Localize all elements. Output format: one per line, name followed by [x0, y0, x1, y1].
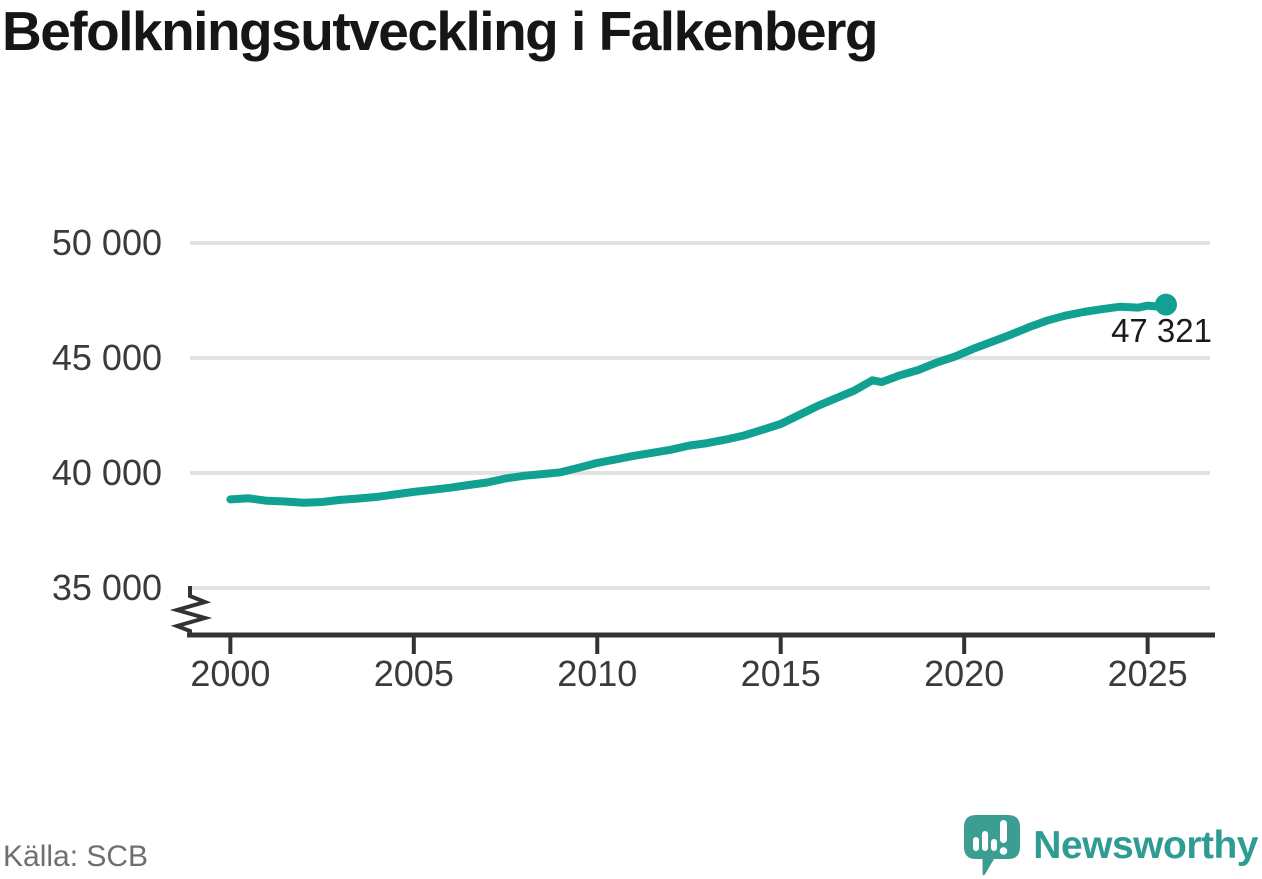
- x-tick-label: 2025: [1107, 653, 1188, 694]
- x-tick-label: 2020: [924, 653, 1005, 694]
- x-tick-label: 2000: [190, 653, 271, 694]
- chart-title: Befolkningsutveckling i Falkenberg: [2, 0, 879, 62]
- newsworthy-branding: Newsworthy: [963, 814, 1258, 878]
- source-caption: Källa: SCB: [3, 840, 149, 873]
- x-tick-label: 2005: [373, 653, 454, 694]
- x-tick-label: 2015: [740, 653, 821, 694]
- latest-value-label: 47 321: [1111, 312, 1212, 349]
- y-tick-label: 35 000: [51, 567, 162, 608]
- newsworthy-wordmark: Newsworthy: [1033, 824, 1258, 867]
- y-tick-label: 40 000: [51, 452, 162, 493]
- population-series-line: [226, 300, 1170, 507]
- newsworthy-logo-icon: [964, 815, 1021, 876]
- x-tick-label: 2010: [557, 653, 638, 694]
- latest-point-dot: [1154, 293, 1177, 316]
- y-tick-label: 50 000: [51, 222, 162, 263]
- y-tick-label: 45 000: [51, 337, 162, 378]
- y-axis-break-icon: [169, 586, 213, 635]
